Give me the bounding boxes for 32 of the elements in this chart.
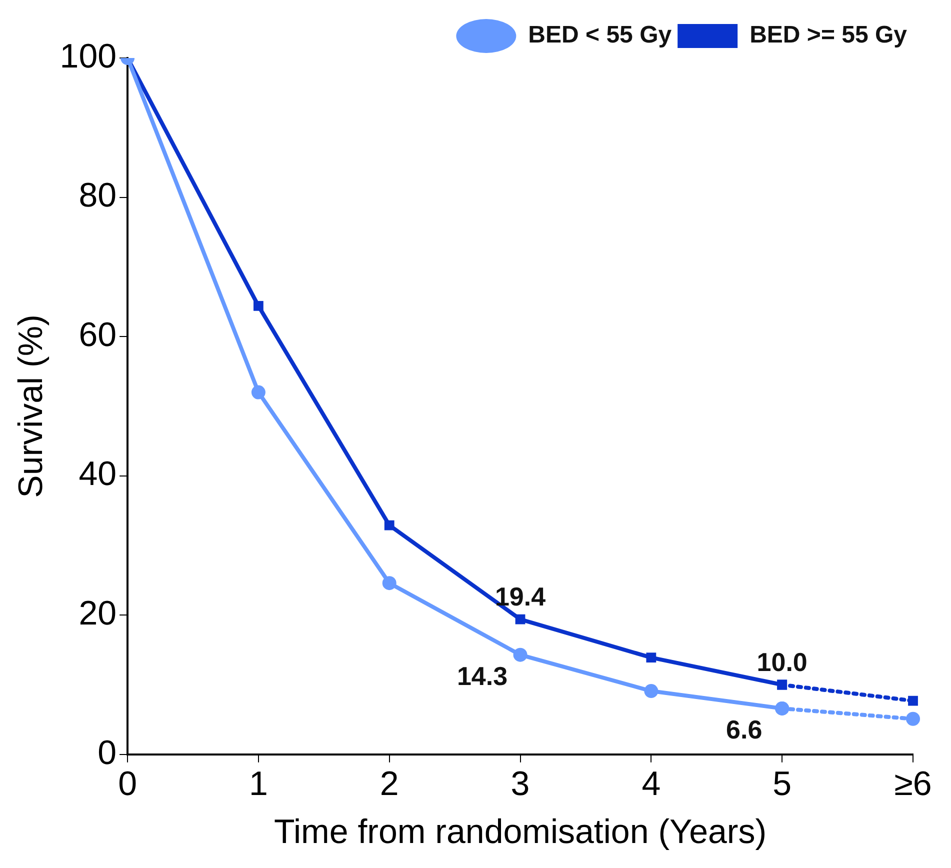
- data-label: 6.6: [726, 714, 762, 745]
- legend-label: BED < 55 Gy: [528, 22, 672, 49]
- data-label: 10.0: [756, 646, 808, 677]
- x-tick-label: 3: [510, 765, 530, 804]
- y-tick-label: 60: [78, 316, 117, 354]
- point: [382, 576, 396, 590]
- y-tick-label: 40: [78, 455, 117, 494]
- y-axis-title: Survival (%): [12, 314, 50, 498]
- point: [251, 385, 266, 400]
- point: [253, 300, 264, 311]
- y-tick-label: 20: [78, 594, 117, 632]
- data-label: 19.4: [494, 581, 546, 612]
- x-axis-title: Time from randomisation (Years): [274, 812, 767, 851]
- y-tick-label: 100: [60, 37, 117, 76]
- point: [384, 520, 394, 530]
- x-tick-label: ≥6: [894, 765, 932, 804]
- x-tick-label: 2: [380, 765, 399, 804]
- y-tick-label: 0: [98, 734, 117, 772]
- point: [906, 712, 920, 726]
- x-tick-label: 5: [772, 765, 792, 804]
- x-tick-label: 4: [642, 765, 661, 804]
- point: [777, 680, 788, 690]
- point: [646, 652, 656, 663]
- data-label: 14.3: [456, 660, 508, 691]
- legend-label: BED >= 55 Gy: [750, 22, 908, 49]
- point: [513, 648, 528, 662]
- x-tick-label: 1: [248, 765, 268, 804]
- point: [515, 614, 526, 624]
- point: [775, 701, 790, 716]
- y-tick-label: 80: [78, 176, 117, 215]
- point: [644, 684, 658, 698]
- point: [908, 696, 918, 706]
